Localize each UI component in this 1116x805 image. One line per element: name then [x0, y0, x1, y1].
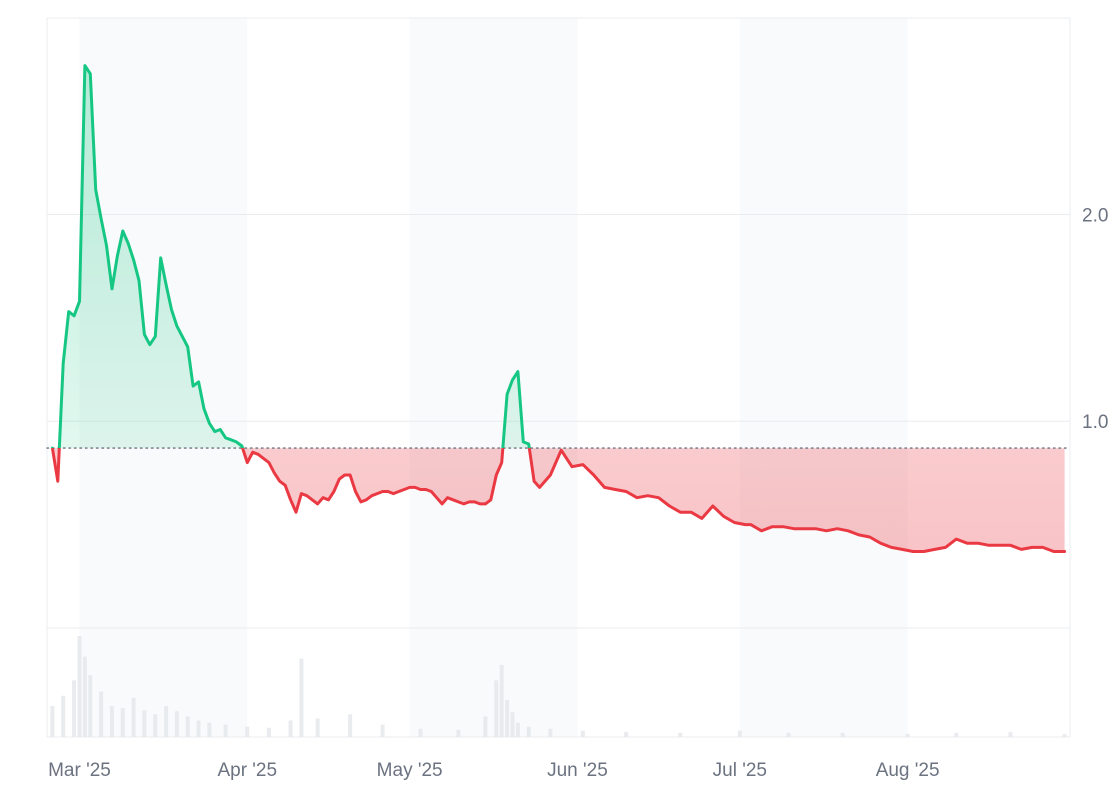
volume-bar: [678, 732, 683, 737]
volume-bar: [185, 716, 190, 737]
volume-bar: [77, 636, 82, 737]
volume-bar: [580, 730, 585, 737]
volume-bar: [548, 728, 553, 737]
volume-bar: [515, 722, 520, 737]
volume-bar: [88, 675, 93, 737]
volume-bar: [153, 714, 158, 737]
volume-bar: [1008, 731, 1013, 737]
x-tick-label: Aug '25: [876, 760, 940, 781]
month-band: [409, 18, 578, 737]
volume-bar: [1062, 733, 1067, 737]
volume-bar: [82, 656, 87, 737]
volume-bar: [505, 699, 510, 737]
volume-bar: [905, 733, 910, 737]
month-bands: [79, 18, 908, 737]
price-area: [52, 65, 1065, 552]
volume-bar: [109, 706, 114, 737]
volume-bar: [737, 730, 742, 737]
volume-bar: [494, 680, 499, 737]
volume-bar: [418, 728, 423, 737]
volume-bar: [50, 706, 55, 737]
x-tick-label: Apr '25: [217, 760, 277, 781]
volume-bar: [174, 711, 179, 737]
series-line-above: [50, 64, 531, 449]
volume-bar: [61, 695, 66, 737]
volume-bar: [299, 658, 304, 737]
volume-bar: [786, 732, 791, 737]
y-tick-label: 1.0: [1082, 412, 1108, 433]
volume-bar: [223, 724, 228, 737]
month-band: [739, 18, 908, 737]
volume-bar: [954, 732, 959, 737]
volume-bars: [50, 636, 1067, 737]
x-tick-label: Mar '25: [48, 760, 111, 781]
price-line: [50, 64, 1067, 553]
volume-bar: [456, 729, 461, 737]
area-below-baseline: [52, 448, 1065, 552]
volume-bar: [207, 722, 212, 737]
volume-bar: [483, 716, 488, 737]
volume-bar: [624, 731, 629, 737]
volume-bar: [72, 680, 77, 737]
volume-bar: [526, 726, 531, 737]
y-tick-label: 2.0: [1082, 205, 1108, 226]
volume-bar: [380, 724, 385, 737]
volume-bar: [131, 697, 136, 737]
x-tick-label: May '25: [377, 760, 443, 781]
volume-bar: [288, 720, 293, 737]
volume-bar: [99, 691, 104, 737]
volume-bar: [196, 720, 201, 737]
x-axis: Mar '25 Apr '25 May '25 Jun '25 Jul '25 Aug '…: [48, 760, 939, 781]
volume-bar: [510, 712, 515, 737]
volume-bar: [840, 732, 845, 737]
volume-bar: [142, 710, 147, 737]
x-tick-label: Jul '25: [713, 760, 767, 781]
volume-bar: [164, 706, 169, 737]
volume-bar: [348, 714, 353, 737]
area-above-baseline: [52, 65, 1065, 449]
x-tick-label: Jun '25: [547, 760, 608, 781]
grid-lines: [46, 17, 1071, 738]
volume-bar: [315, 718, 320, 737]
volume-bar: [499, 664, 504, 737]
volume-bar: [120, 708, 125, 737]
volume-bar: [245, 726, 250, 737]
y-axis: 1.0 2.0: [1082, 205, 1108, 433]
volume-bar: [266, 727, 271, 737]
series-line-below: [50, 448, 1067, 553]
